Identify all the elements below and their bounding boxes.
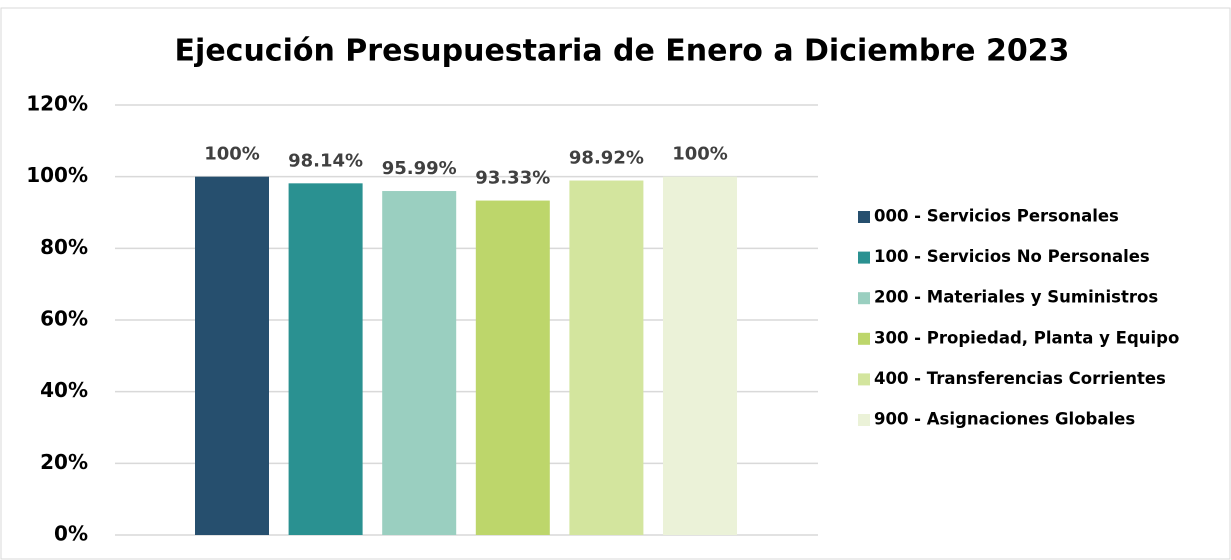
y-tick-label: 40%: [40, 378, 88, 402]
data-label: 100%: [204, 144, 260, 165]
legend-swatch: [858, 211, 870, 223]
y-tick-label: 100%: [26, 163, 88, 187]
legend-swatch: [858, 292, 870, 305]
y-tick-label: 120%: [26, 92, 88, 116]
y-tick-label: 80%: [40, 235, 88, 259]
bar: [195, 176, 269, 535]
bar: [569, 180, 644, 535]
legend-label: 200 - Materiales y Suministros: [874, 288, 1158, 307]
y-tick-label: 0%: [54, 522, 88, 546]
bar: [663, 176, 737, 535]
legend-label: 000 - Servicios Personales: [874, 207, 1119, 226]
legend-label: 100 - Servicios No Personales: [874, 247, 1150, 266]
legend-swatch: [858, 373, 870, 386]
legend-swatch: [858, 332, 870, 345]
legend-label: 900 - Asignaciones Globales: [874, 410, 1135, 429]
legend-label: 400 - Transferencias Corrientes: [874, 369, 1166, 388]
legend-swatch: [858, 414, 870, 426]
bar: [382, 191, 457, 535]
data-label: 93.33%: [475, 168, 550, 189]
data-label: 100%: [672, 144, 728, 165]
legend-swatch: [858, 251, 870, 264]
data-label: 95.99%: [382, 158, 457, 179]
chart-title: Ejecución Presupuestaria de Enero a Dici…: [175, 34, 1070, 69]
data-label: 98.14%: [288, 150, 363, 171]
y-tick-label: 60%: [40, 307, 88, 331]
bar: [475, 200, 550, 535]
legend-label: 300 - Propiedad, Planta y Equipo: [874, 328, 1179, 347]
data-label: 98.92%: [569, 148, 644, 169]
bar: [288, 183, 363, 535]
y-tick-label: 20%: [40, 450, 88, 474]
